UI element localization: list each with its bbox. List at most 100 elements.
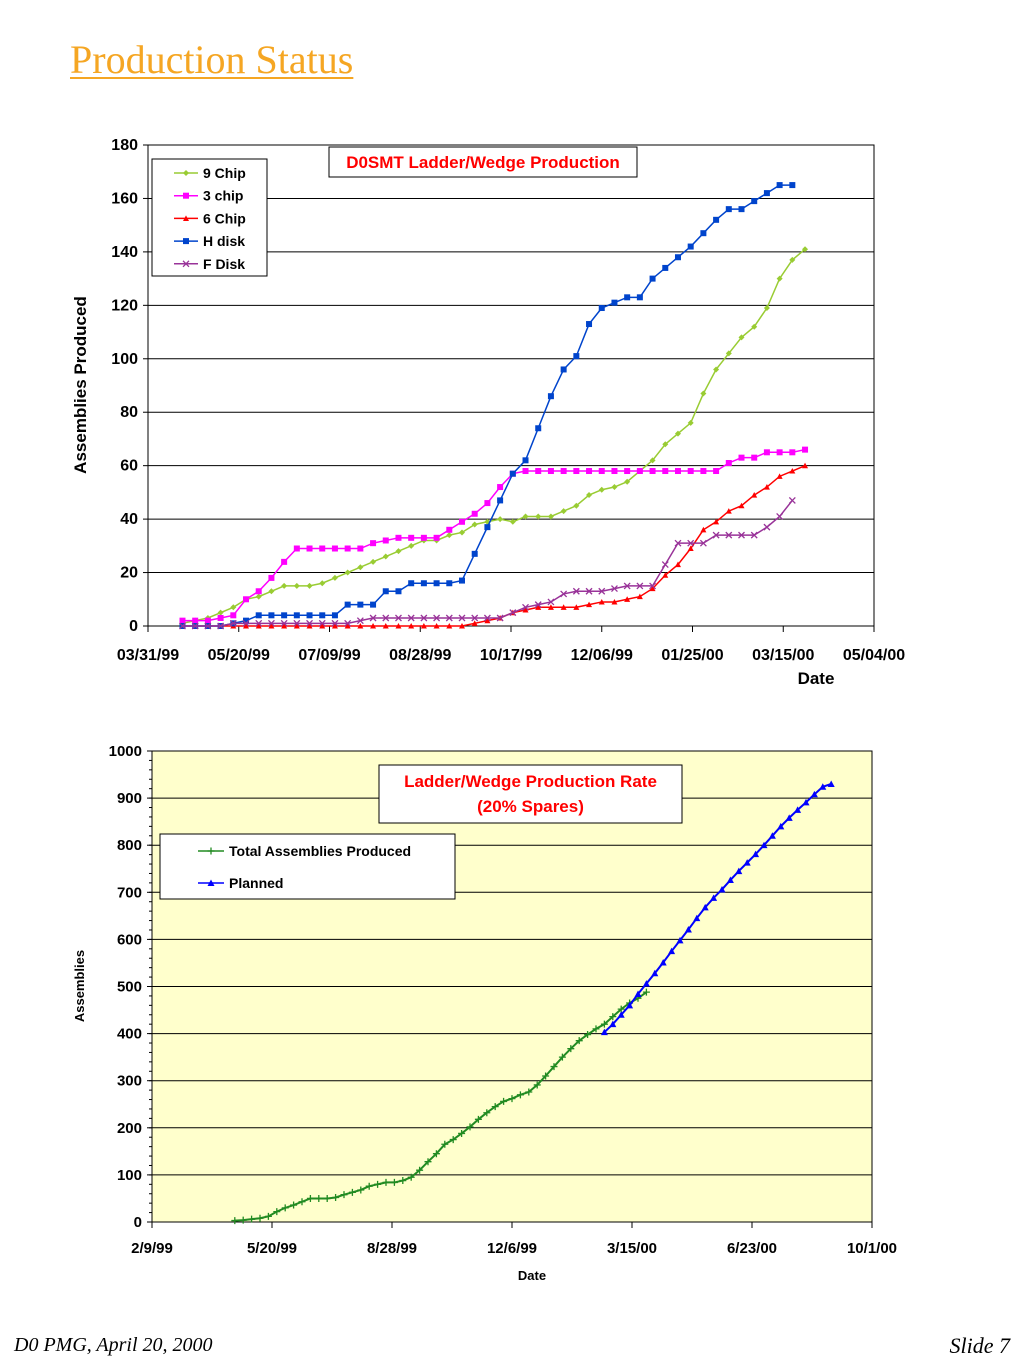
data-point [458, 518, 465, 525]
y-tick-label: 300 [117, 1073, 142, 1090]
y-tick-label: 40 [120, 511, 138, 528]
data-point [281, 582, 288, 589]
data-point [243, 617, 250, 624]
chart-title-box [328, 146, 638, 178]
data-point [500, 1097, 508, 1105]
data-point [624, 294, 631, 301]
data-point [687, 243, 694, 250]
data-point [306, 612, 313, 619]
data-point [229, 619, 237, 627]
data-point [509, 518, 516, 525]
legend: Total Assemblies Produced Planned [159, 833, 456, 900]
y-axis-title: Assemblies [72, 950, 87, 1022]
data-point [331, 623, 338, 629]
y-tick-label: 600 [117, 931, 142, 948]
data-point [344, 569, 351, 576]
data-point [458, 623, 465, 629]
x-tick-label: 2/9/99 [131, 1240, 173, 1257]
data-point [738, 531, 745, 539]
legend-item-3-chip: 3 chip [174, 188, 243, 204]
data-point [525, 1088, 533, 1096]
legend-label: 9 Chip [203, 165, 246, 181]
data-point [231, 1217, 239, 1225]
data-point [433, 623, 440, 629]
legend-label: F Disk [203, 256, 245, 272]
data-point [420, 614, 428, 622]
y-tick-label: 180 [111, 137, 138, 154]
data-point [598, 598, 605, 605]
data-point [420, 580, 427, 587]
data-point [700, 390, 707, 397]
x-tick-label: 6/23/00 [727, 1240, 777, 1257]
data-point [204, 622, 212, 630]
data-point [217, 609, 224, 616]
data-point [586, 468, 593, 475]
data-point [446, 623, 453, 629]
data-point [713, 216, 720, 223]
data-point [331, 619, 339, 627]
data-point [547, 393, 554, 400]
data-point [471, 510, 478, 517]
data-point [399, 1177, 407, 1185]
legend-item-9-chip: 9 Chip [174, 165, 246, 181]
data-point [230, 604, 237, 611]
data-point [268, 623, 275, 629]
data-point [382, 588, 389, 595]
data-point [609, 1020, 617, 1028]
data-point [763, 190, 770, 197]
x-tick-label: 01/25/00 [661, 647, 723, 664]
data-point [390, 1178, 398, 1186]
data-point [497, 516, 504, 523]
data-point [441, 1140, 449, 1148]
production-chart: 0 20 40 60 80 100 120 140 160 180 03/31/99 05/20/99… [71, 137, 905, 688]
data-point [395, 614, 402, 622]
data-point [662, 264, 669, 271]
data-point [819, 783, 827, 790]
data-point [700, 526, 707, 533]
data-point [508, 1095, 516, 1103]
data-point [701, 903, 709, 911]
data-point [687, 468, 694, 475]
legend-marker [183, 170, 189, 176]
data-point [725, 459, 732, 466]
data-point [763, 484, 770, 490]
y-axis-title: Assemblies Produced [71, 296, 90, 474]
data-point [611, 484, 618, 491]
production-rate-chart: 0 100 200 300 400 500 600 700 800 900 1000 2/9/99 5/… [72, 743, 897, 1283]
data-point [575, 1037, 583, 1045]
data-point [713, 366, 720, 373]
data-point [445, 614, 453, 622]
y-tick-label: 400 [117, 1026, 142, 1043]
data-point [535, 468, 542, 475]
data-point [586, 492, 593, 499]
x-tick-label: 10/17/99 [480, 647, 542, 664]
legend-marker [207, 847, 215, 855]
data-point [712, 531, 720, 539]
data-point [446, 532, 453, 539]
data-point [331, 612, 338, 619]
data-point [598, 305, 605, 312]
data-point [293, 545, 300, 552]
data-point [408, 623, 415, 629]
data-point [751, 198, 758, 205]
data-point [535, 425, 542, 432]
data-point [509, 470, 516, 477]
data-point [624, 478, 631, 485]
data-point [636, 294, 643, 301]
x-tick-label: 3/15/00 [607, 1240, 657, 1257]
data-point [446, 526, 453, 533]
data-point [458, 529, 465, 536]
data-point [370, 540, 377, 547]
data-point [522, 513, 529, 520]
data-point [369, 614, 377, 622]
data-point [560, 468, 567, 475]
data-point [471, 521, 478, 528]
data-point [491, 1103, 499, 1111]
y-tick-label: 120 [111, 297, 138, 314]
data-point [751, 454, 758, 461]
footer-left: D0 PMG, April 20, 2000 [14, 1334, 213, 1356]
data-point [573, 353, 580, 360]
data-point [827, 780, 835, 787]
data-point [407, 1173, 415, 1181]
data-point [382, 553, 389, 560]
